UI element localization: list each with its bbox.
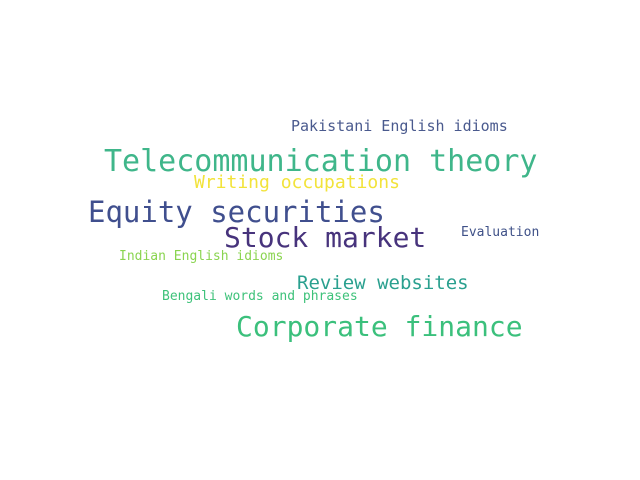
word-review-websites: Review websites: [297, 272, 469, 294]
word-writing-occupations: Writing occupations: [194, 172, 400, 193]
word-indian-english-idioms: Indian English idioms: [119, 249, 284, 264]
word-bengali-words-and-phrases: Bengali words and phrases: [162, 289, 358, 304]
word-pakistani-english-idioms: Pakistani English idioms: [291, 117, 508, 135]
word-stock-market: Stock market: [224, 221, 427, 254]
word-corporate-finance: Corporate finance: [236, 310, 523, 343]
word-telecommunication-theory: Telecommunication theory: [104, 144, 538, 179]
word-equity-securities: Equity securities: [88, 195, 385, 229]
word-evaluation: Evaluation: [461, 225, 540, 240]
